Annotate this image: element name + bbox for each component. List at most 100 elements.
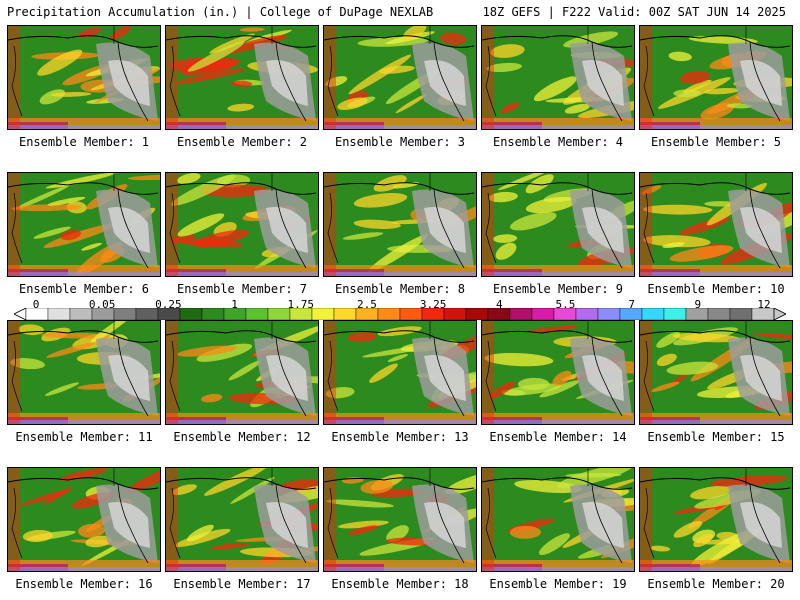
- precip-map: [166, 26, 318, 129]
- ensemble-member-label: Ensemble Member: 9: [492, 282, 624, 296]
- ensemble-member-label: Ensemble Member: 1: [18, 135, 150, 149]
- colorbar-swatch: [597, 308, 621, 320]
- colorbar-swatch: [663, 308, 687, 320]
- ensemble-member-map: [7, 25, 161, 130]
- colorbar-swatch: [707, 308, 731, 320]
- ensemble-member-label: Ensemble Member: 15: [647, 430, 785, 444]
- ensemble-member-label: Ensemble Member: 8: [334, 282, 466, 296]
- ensemble-member-map: [7, 467, 161, 572]
- colorbar-swatch: [157, 308, 181, 320]
- colorbar-swatch: [113, 308, 137, 320]
- ensemble-member-map: [165, 467, 319, 572]
- ensemble-member-map: [165, 25, 319, 130]
- ensemble-member-label: Ensemble Member: 11: [15, 430, 153, 444]
- ensemble-member-label: Ensemble Member: 18: [331, 577, 469, 591]
- ensemble-member-label: Ensemble Member: 4: [492, 135, 624, 149]
- colorbar-tick-label: 9: [694, 298, 702, 311]
- colorbar-tick-label: 5.5: [555, 298, 576, 311]
- precip-map: [324, 26, 476, 129]
- colorbar-swatch: [509, 308, 533, 320]
- colorbar-swatch: [641, 308, 665, 320]
- precip-map: [640, 26, 792, 129]
- ensemble-member-label: Ensemble Member: 14: [489, 430, 627, 444]
- ensemble-member-map: [323, 467, 477, 572]
- ensemble-member-map: [639, 172, 793, 277]
- colorbar-tick-label: 7: [628, 298, 635, 311]
- precip-map: [482, 468, 634, 571]
- ensemble-member-label: Ensemble Member: 19: [489, 577, 627, 591]
- precip-map: [8, 26, 160, 129]
- colorbar-swatch: [201, 308, 225, 320]
- run-valid-info: 18Z GEFS | F222 Valid: 00Z SAT JUN 14 20…: [482, 5, 786, 19]
- precip-map: [8, 468, 160, 571]
- ensemble-member-label: Ensemble Member: 3: [334, 135, 466, 149]
- precip-map: [640, 468, 792, 571]
- colorbar-swatch: [553, 308, 577, 320]
- colorbar-swatch: [685, 308, 709, 320]
- precipitation-colorbar: [14, 308, 786, 320]
- colorbar-tick-label: 1: [231, 298, 238, 311]
- colorbar-tick-label: 4: [495, 298, 503, 311]
- ensemble-member-label: Ensemble Member: 16: [15, 577, 153, 591]
- precip-map: [8, 321, 160, 424]
- colorbar-swatch: [289, 308, 313, 320]
- ensemble-member-map: [323, 172, 477, 277]
- colorbar-swatch: [619, 308, 643, 320]
- ensemble-member-map: [323, 25, 477, 130]
- colorbar-labels: 0 0.05 0.25 1 1.75 2.5 3.25 4 5.5 7 9 12: [0, 298, 800, 311]
- ensemble-member-label: Ensemble Member: 6: [18, 282, 150, 296]
- colorbar-swatch: [223, 308, 247, 320]
- colorbar-tick-label: 0: [32, 298, 40, 311]
- ensemble-member-label: Ensemble Member: 10: [647, 282, 785, 296]
- colorbar-swatch: [531, 308, 555, 320]
- precip-map: [482, 321, 634, 424]
- colorbar-swatch: [179, 308, 203, 320]
- colorbar-swatch: [69, 308, 93, 320]
- colorbar-swatch: [245, 308, 269, 320]
- map-header: Precipitation Accumulation (in.) | Colle…: [0, 0, 800, 24]
- colorbar-tick-label: 0.25: [155, 298, 182, 311]
- colorbar-swatch: [377, 308, 401, 320]
- colorbar-tick-label: 3.25: [419, 298, 447, 311]
- ensemble-member-map: [481, 172, 635, 277]
- colorbar-swatch: [751, 308, 775, 320]
- colorbar-swatch: [729, 308, 753, 320]
- ensemble-member-label: Ensemble Member: 20: [647, 577, 785, 591]
- precip-map: [640, 321, 792, 424]
- precip-map: [482, 173, 634, 276]
- precip-map: [166, 468, 318, 571]
- colorbar-swatch: [487, 308, 511, 320]
- precip-map: [166, 173, 318, 276]
- precip-map: [640, 173, 792, 276]
- colorbar-swatch: [421, 308, 445, 320]
- ensemble-member-label: Ensemble Member: 17: [173, 577, 311, 591]
- ensemble-member-map: [323, 320, 477, 425]
- precip-map: [482, 26, 634, 129]
- precip-map: [166, 321, 318, 424]
- precip-map: [324, 468, 476, 571]
- colorbar-tick-label: 1.75: [287, 298, 314, 311]
- precip-map: [324, 321, 476, 424]
- ensemble-member-map: [481, 320, 635, 425]
- colorbar-swatch: [135, 308, 159, 320]
- ensemble-member-map: [7, 172, 161, 277]
- ensemble-member-map: [481, 25, 635, 130]
- colorbar-swatch: [465, 308, 489, 320]
- colorbar-swatch: [443, 308, 467, 320]
- colorbar-swatch: [91, 308, 115, 320]
- ensemble-member-map: [639, 467, 793, 572]
- ensemble-member-label: Ensemble Member: 5: [650, 135, 782, 149]
- ensemble-member-label: Ensemble Member: 12: [173, 430, 311, 444]
- colorbar-swatch: [399, 308, 423, 320]
- colorbar-swatch: [575, 308, 599, 320]
- colorbar-swatch: [267, 308, 291, 320]
- ensemble-member-label: Ensemble Member: 2: [176, 135, 308, 149]
- colorbar-swatch: [355, 308, 379, 320]
- ensemble-member-label: Ensemble Member: 7: [176, 282, 308, 296]
- ensemble-member-map: [639, 25, 793, 130]
- ensemble-member-map: [7, 320, 161, 425]
- colorbar-tick-label: 12: [757, 298, 771, 311]
- colorbar-swatch: [47, 308, 71, 320]
- colorbar-tick-label: 2.5: [356, 298, 377, 311]
- colorbar-tick-label: 0.05: [88, 298, 116, 311]
